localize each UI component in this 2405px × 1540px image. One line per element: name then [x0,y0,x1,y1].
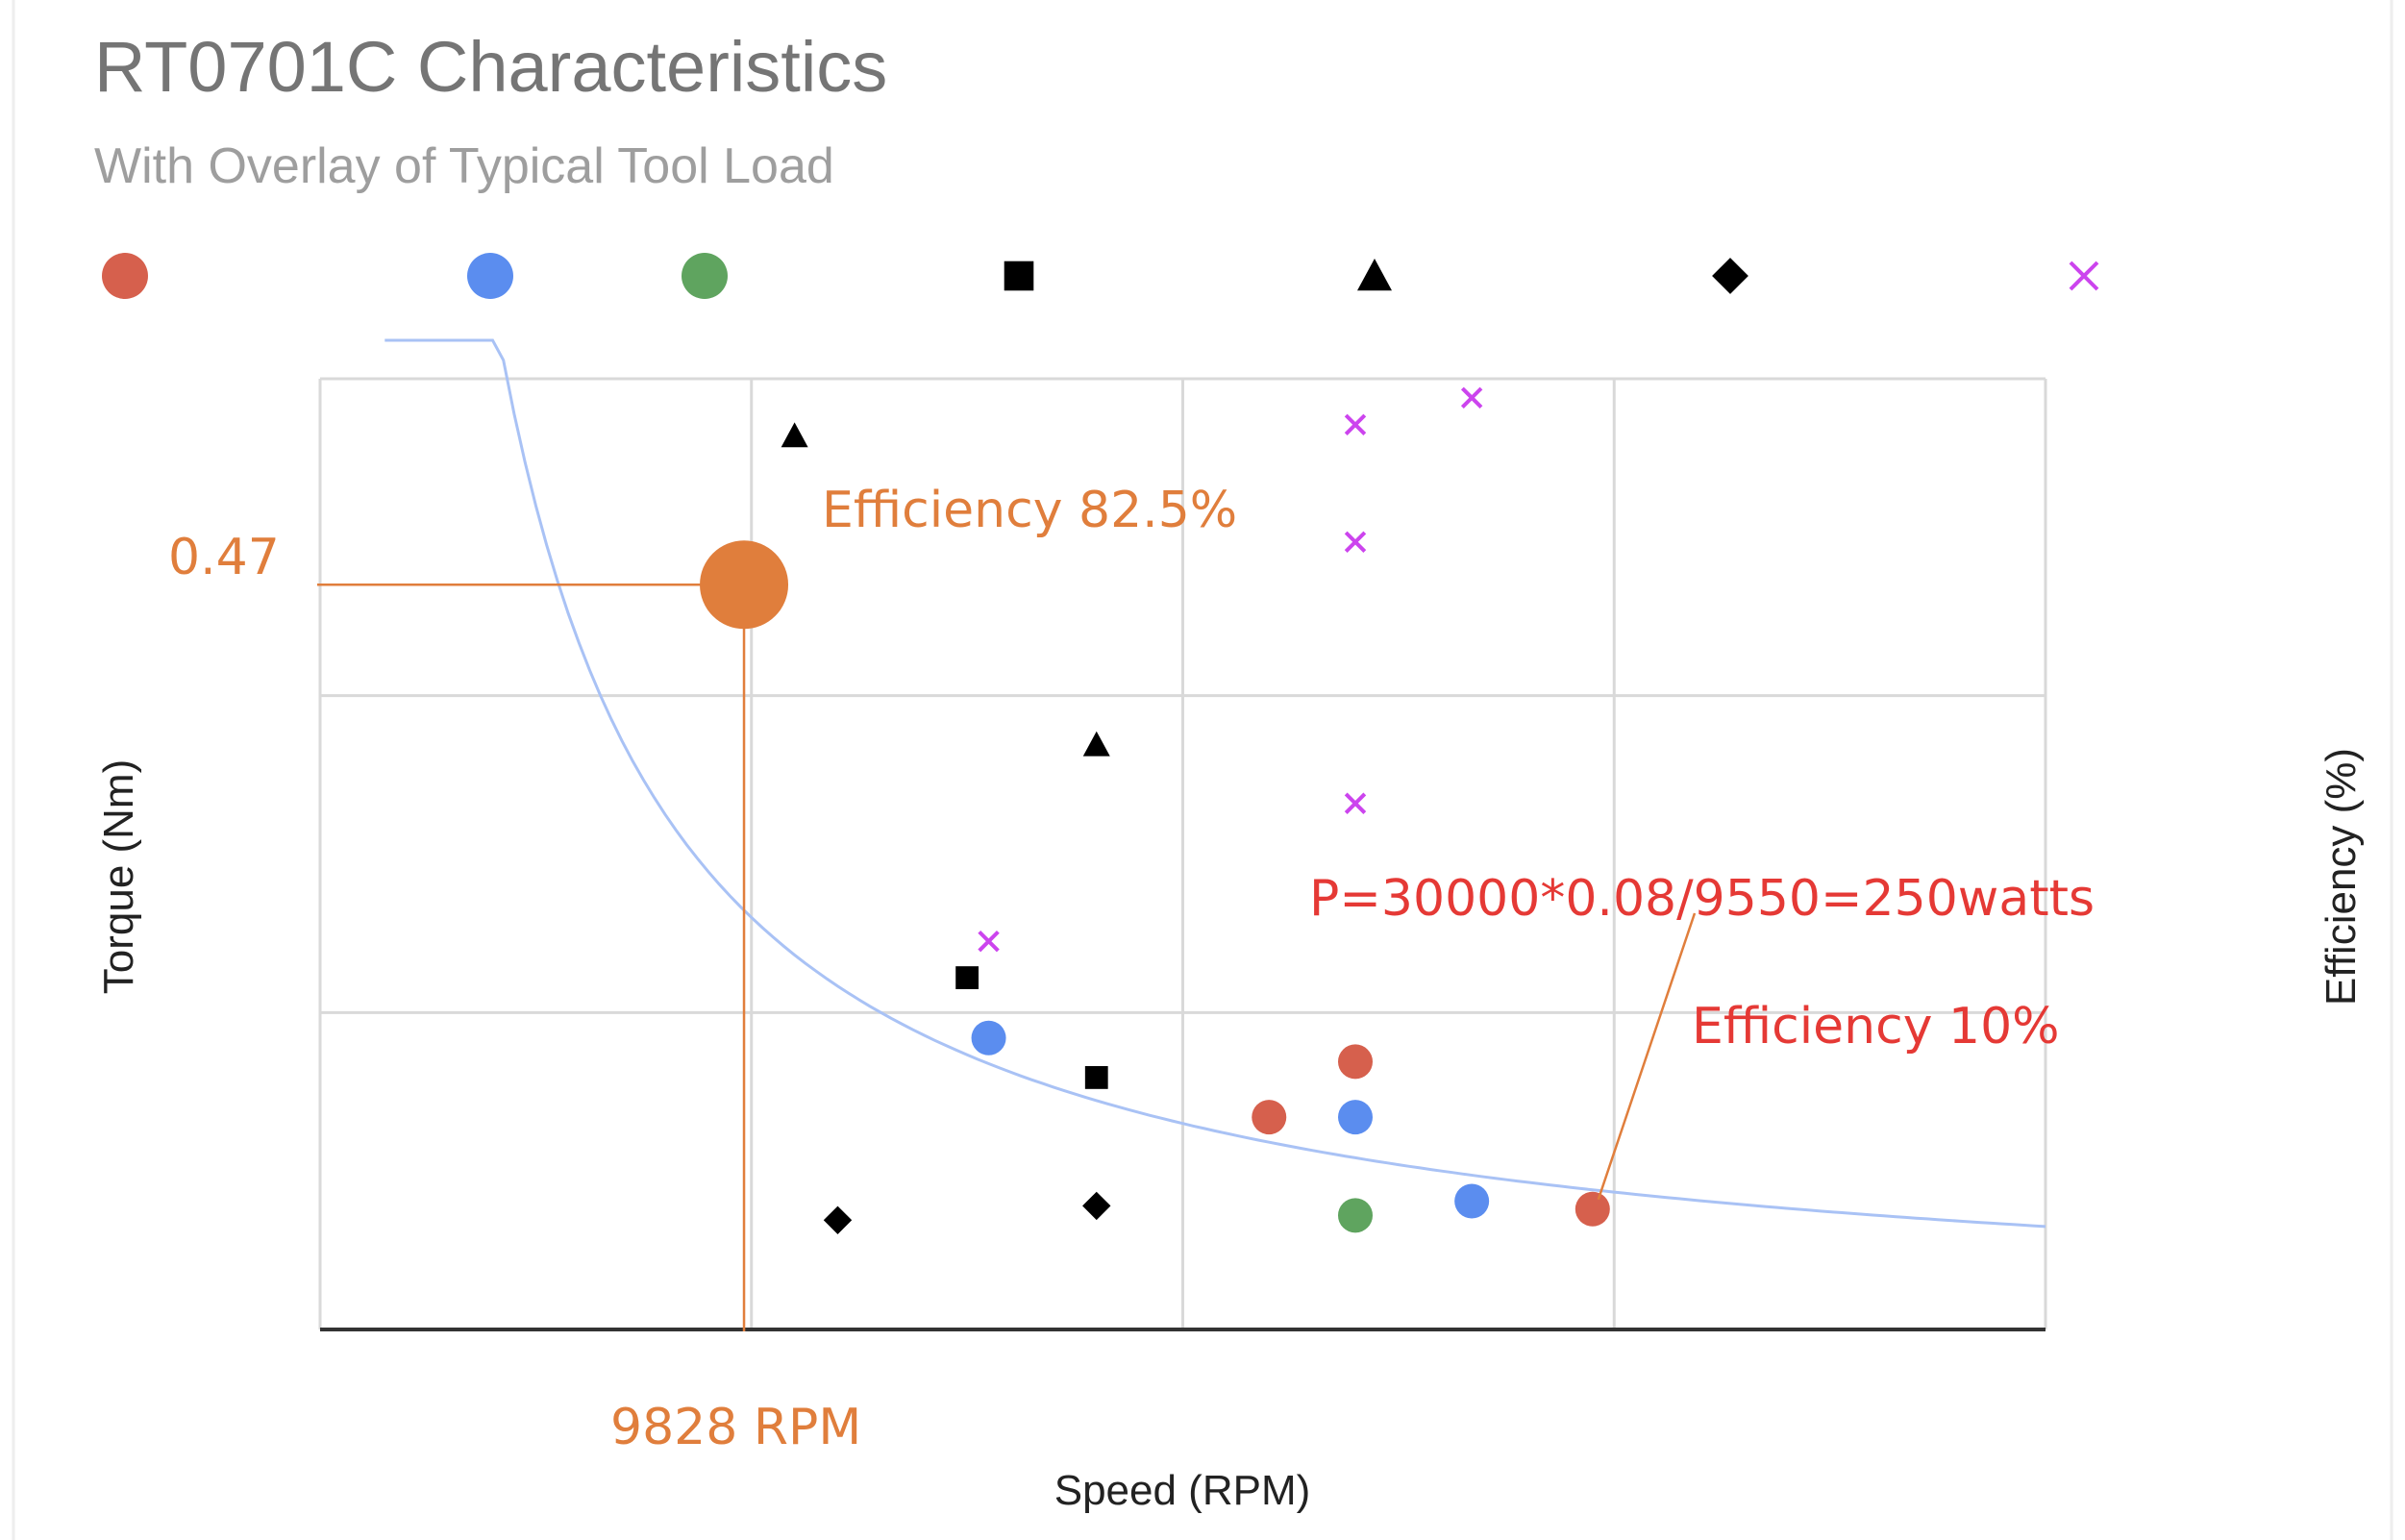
power-formula-leader-line [1597,912,1697,1201]
point-smooth [1338,1198,1373,1233]
point-3-8-tools [955,966,979,989]
point-slowdown [1574,1191,1610,1227]
power-formula-annotation: P=30000*0.08/9550=250watts [1309,870,2095,928]
chart-title: RT0701C Characteristics [94,27,887,107]
gridlines [320,377,2047,1329]
chart-subtitle: With Overlay of Typical Tool Load [94,138,834,194]
point-ok [1338,1100,1373,1135]
speed-value-annotation: 9828 RPM [610,1399,861,1456]
operating-point-marker [700,540,789,630]
point-slowdown [1252,1100,1287,1135]
annotations: Efficiency 82.5% 0.47 9828 RPM P=30000*0… [168,482,2095,1456]
point-slowdown [1338,1044,1373,1080]
torque-curve [384,338,2046,1229]
point-efficiency [1344,531,1367,553]
axes [318,379,2045,1331]
torque-value-annotation: 0.47 [168,529,280,586]
point-1-2-tools [1082,731,1110,757]
x-axis-title: Speed (RPM) [1054,1467,1311,1514]
point-ok [1454,1183,1490,1219]
point-efficiency [1460,386,1483,409]
legend-marker [682,253,728,299]
y-axis-title: Torque (Nm) [95,759,142,995]
efficiency-82-annotation: Efficiency 82.5% [822,482,1237,539]
legend-marker [1712,258,1748,294]
efficiency-10-annotation: Efficiency 10% [1692,998,2060,1056]
point-ok [971,1020,1006,1056]
legend-marker [467,253,513,299]
point-efficiency [978,930,1000,953]
y2-axis-title: Efficiency (%) [2318,748,2365,1006]
legend-marker [102,253,148,299]
data-points [781,386,1610,1234]
point-1-4-tools [1082,1191,1111,1221]
legend-marker [1004,261,1034,291]
point-efficiency [1344,792,1367,814]
point-3-8-tools [1084,1066,1108,1089]
legend-marker [2069,261,2099,291]
point-1-4-tools [823,1205,853,1234]
legend [102,253,2099,299]
legend-marker [1357,259,1392,291]
point-efficiency [1344,413,1367,436]
point-1-2-tools [781,422,808,448]
